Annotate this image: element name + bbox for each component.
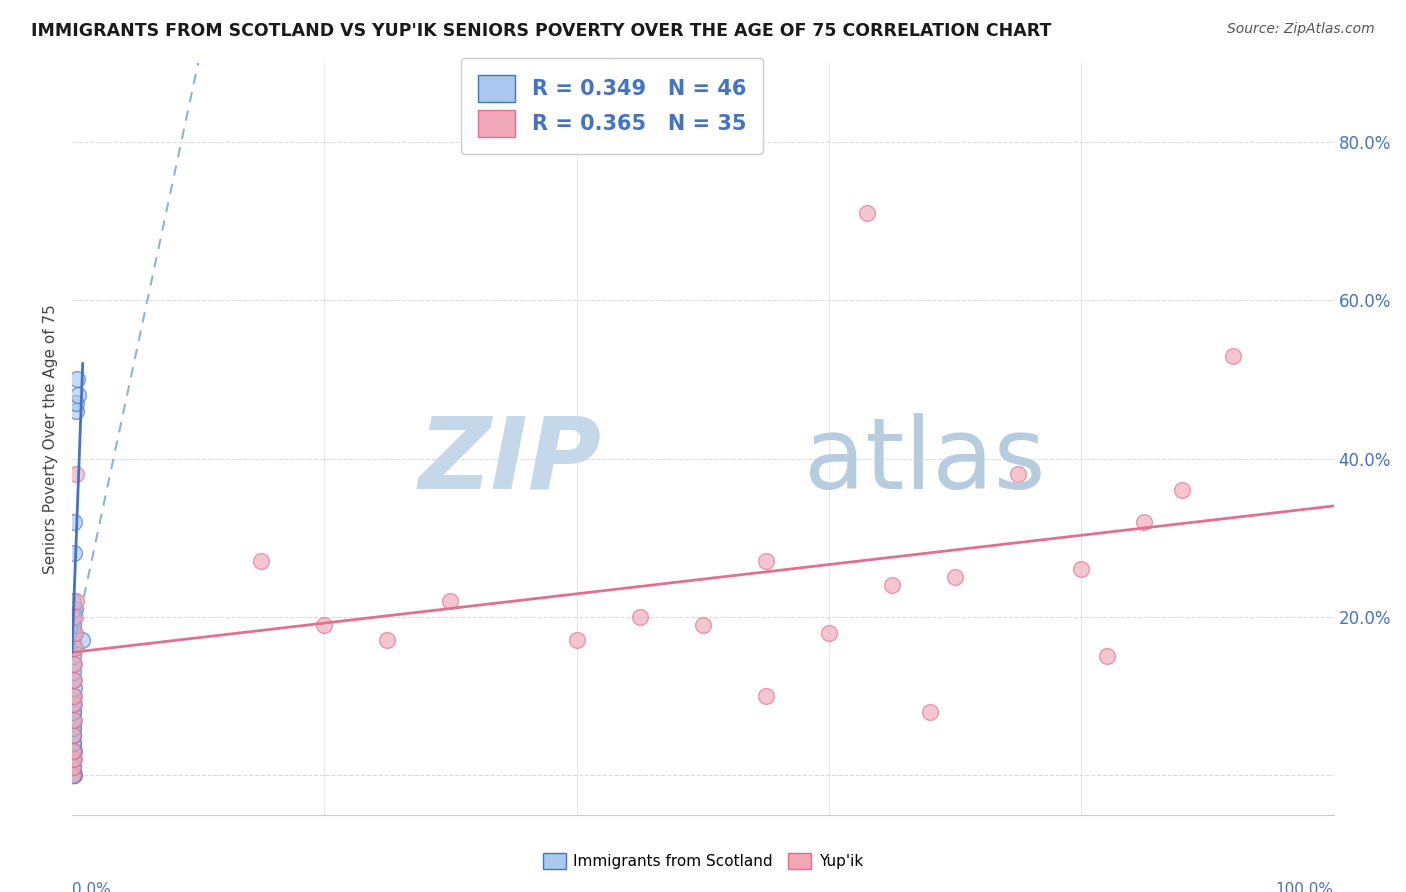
Text: ZIP: ZIP xyxy=(419,413,602,510)
Point xyxy=(62,721,84,735)
Point xyxy=(1007,467,1029,482)
Point xyxy=(62,665,84,680)
Point xyxy=(62,736,84,750)
Point xyxy=(62,689,84,703)
Text: Source: ZipAtlas.com: Source: ZipAtlas.com xyxy=(1227,22,1375,37)
Point xyxy=(62,768,84,782)
Point xyxy=(1171,483,1194,498)
Point xyxy=(62,673,84,687)
Point xyxy=(62,713,84,727)
Point xyxy=(62,713,84,727)
Point xyxy=(692,617,714,632)
Point xyxy=(62,752,84,766)
Point xyxy=(1222,349,1244,363)
Point xyxy=(880,578,903,592)
Point xyxy=(62,515,84,529)
Point xyxy=(62,697,84,711)
Point xyxy=(1133,515,1156,529)
Point xyxy=(918,705,941,719)
Point xyxy=(62,625,84,640)
Point xyxy=(63,625,86,640)
Point xyxy=(66,388,89,402)
Point xyxy=(62,641,84,656)
Point xyxy=(70,633,93,648)
Point xyxy=(62,768,84,782)
Point xyxy=(856,206,879,220)
Text: 0.0%: 0.0% xyxy=(72,882,111,892)
Point xyxy=(62,728,84,742)
Point xyxy=(62,768,84,782)
Point xyxy=(62,705,84,719)
Point xyxy=(62,681,84,695)
Point xyxy=(62,649,84,664)
Point xyxy=(314,617,336,632)
Point xyxy=(62,546,84,560)
Point xyxy=(62,728,84,742)
Point xyxy=(63,713,86,727)
Point xyxy=(755,689,778,703)
Point xyxy=(62,609,84,624)
Point xyxy=(62,697,84,711)
Point xyxy=(63,657,86,672)
Point xyxy=(62,760,84,774)
Point xyxy=(65,396,87,410)
Legend: R = 0.349   N = 46, R = 0.365   N = 35: R = 0.349 N = 46, R = 0.365 N = 35 xyxy=(461,58,763,153)
Point xyxy=(65,404,87,418)
Point xyxy=(62,768,84,782)
Point xyxy=(62,617,84,632)
Point xyxy=(250,554,273,568)
Y-axis label: Seniors Poverty Over the Age of 75: Seniors Poverty Over the Age of 75 xyxy=(44,304,58,574)
Point xyxy=(62,736,84,750)
Point xyxy=(1095,649,1118,664)
Point xyxy=(62,768,84,782)
Point xyxy=(65,594,87,608)
Point xyxy=(943,570,966,584)
Point xyxy=(62,768,84,782)
Point xyxy=(62,752,84,766)
Point xyxy=(62,760,84,774)
Point xyxy=(62,752,84,766)
Point xyxy=(565,633,588,648)
Point xyxy=(65,467,87,482)
Point xyxy=(63,602,86,616)
Point xyxy=(62,673,84,687)
Point xyxy=(62,657,84,672)
Point xyxy=(62,760,84,774)
Point xyxy=(62,744,84,758)
Point xyxy=(62,633,84,648)
Point xyxy=(62,697,84,711)
Point xyxy=(62,744,84,758)
Point xyxy=(1070,562,1092,576)
Point xyxy=(62,768,84,782)
Point xyxy=(62,744,84,758)
Point xyxy=(63,609,86,624)
Point xyxy=(818,625,841,640)
Point xyxy=(62,768,84,782)
Text: atlas: atlas xyxy=(804,413,1046,510)
Point xyxy=(439,594,461,608)
Point xyxy=(62,705,84,719)
Text: 100.0%: 100.0% xyxy=(1275,882,1334,892)
Point xyxy=(377,633,399,648)
Legend: Immigrants from Scotland, Yup'ik: Immigrants from Scotland, Yup'ik xyxy=(537,847,869,875)
Point xyxy=(66,372,89,386)
Point xyxy=(63,689,86,703)
Point xyxy=(755,554,778,568)
Point xyxy=(62,721,84,735)
Point xyxy=(62,689,84,703)
Point xyxy=(62,594,84,608)
Point xyxy=(63,641,86,656)
Point xyxy=(628,609,651,624)
Point xyxy=(62,728,84,742)
Text: IMMIGRANTS FROM SCOTLAND VS YUP'IK SENIORS POVERTY OVER THE AGE OF 75 CORRELATIO: IMMIGRANTS FROM SCOTLAND VS YUP'IK SENIO… xyxy=(31,22,1052,40)
